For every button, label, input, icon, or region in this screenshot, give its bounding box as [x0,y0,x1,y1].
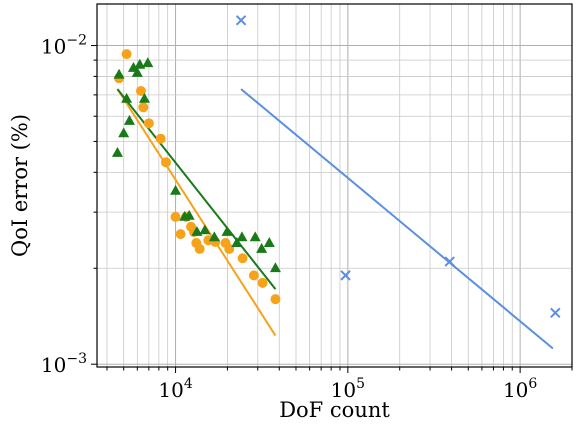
triangle-point [208,231,220,242]
circle-point [237,253,248,264]
circle-point [155,133,166,144]
fit-lines [116,88,554,350]
triangle-point [134,58,146,69]
triangle-point [236,231,248,242]
y-tick-label: 10−2 [41,33,87,59]
x-axis-label: DoF count [279,398,390,422]
triangle-point [118,127,130,138]
data-points [111,15,561,318]
triangle-point [249,231,261,242]
circle-point [270,294,281,305]
x-tick-label: 104 [158,376,192,402]
tick-labels: 104 105 106 10−3 10−2 [41,33,537,402]
triangle-point [183,209,195,220]
triangle-point [121,92,133,103]
triangle-point [113,68,125,79]
triangle-point [256,242,268,253]
circle-point [170,211,181,222]
circle-point [248,270,259,281]
triangle-point [142,57,154,68]
triangle-point [123,114,135,125]
triangle-point [138,92,150,103]
triangle-point [263,237,275,247]
x-point [235,15,247,26]
x-tick-label: 105 [331,376,365,402]
x-point-stroke [444,256,455,267]
circle-point [160,157,171,168]
x-tick-label: 106 [503,376,537,402]
triangle-point [111,147,123,157]
tick-marks [91,45,573,373]
circle-point [121,49,132,60]
triangle-point [221,225,233,236]
y-axis-label: QoI error (%) [8,114,32,257]
x-point [444,256,455,267]
triangle-point [131,66,143,77]
fit-line [116,88,277,337]
circle-point [175,229,186,240]
triangle-point [231,237,243,247]
x-point [340,270,351,281]
fit-line [240,88,554,350]
circle-point [257,277,268,288]
y-tick-label: 10−3 [41,351,87,377]
circle-point [194,243,205,254]
x-point-stroke [235,15,247,26]
x-point-stroke [340,270,351,281]
fit-line [116,88,277,290]
triangle-point [191,225,203,236]
triangle-point [269,262,281,273]
triangle-point [199,224,211,235]
circle-point [138,102,149,113]
circle-point [135,85,146,96]
x-point [550,307,561,318]
x-point-stroke [550,307,561,318]
triangle-point [170,184,182,195]
circle-point [143,118,154,129]
plot-frame [96,3,573,368]
